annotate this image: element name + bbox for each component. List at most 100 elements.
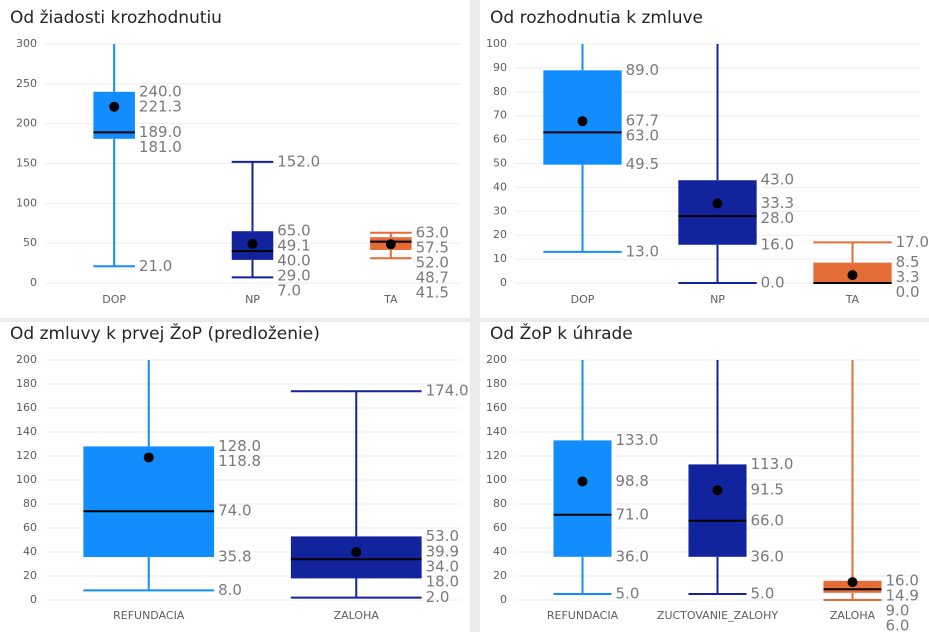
y-tick-label: 100	[16, 196, 37, 209]
value-label: 240.0	[139, 82, 182, 100]
value-label: 18.0	[426, 573, 459, 591]
mean	[247, 238, 258, 249]
value-label: 118.8	[218, 452, 261, 470]
value-label: 8.0	[218, 581, 242, 599]
value-label: 36.0	[751, 547, 784, 565]
box	[83, 446, 215, 558]
y-tick-label: 20	[23, 569, 37, 582]
chart-title: Od zmluvy k prvej ŽoP (predloženie)	[10, 322, 320, 344]
chart: Od ŽoP k úhrade 0 20 40 60 80 100 120 140 160 180 2…	[486, 322, 920, 632]
box	[688, 464, 747, 557]
y-tick-label: 70	[493, 109, 507, 122]
mean	[577, 476, 588, 487]
value-label: 14.9	[886, 586, 919, 604]
y-tick-label: 60	[23, 521, 37, 534]
plot-area	[83, 360, 422, 599]
value-label: 5.0	[751, 585, 775, 603]
y-tick-label: 20	[493, 569, 507, 582]
value-label: 16.0	[886, 571, 919, 589]
y-tick-label: 160	[16, 401, 37, 414]
value-label: 13.0	[626, 242, 659, 260]
x-tick-label: DOP	[102, 293, 126, 306]
x-tick-label: TA	[383, 293, 398, 306]
box	[93, 91, 135, 139]
mean	[847, 270, 858, 281]
value-label: 2.0	[426, 588, 450, 606]
value-label: 89.0	[626, 61, 659, 79]
y-tick-label: 140	[16, 425, 37, 438]
value-label: 36.0	[616, 547, 649, 565]
value-label: 63.0	[626, 127, 659, 145]
value-label: 53.0	[426, 527, 459, 545]
value-label: 152.0	[277, 152, 320, 170]
value-label: 5.0	[616, 585, 640, 603]
value-label: 49.5	[626, 155, 659, 173]
panel	[0, 0, 470, 318]
chart-title: Od žiadosti krozhodnutiu	[10, 8, 222, 28]
y-tick-label: 80	[23, 497, 37, 510]
value-label: 16.0	[761, 235, 794, 253]
value-label: 35.8	[218, 548, 251, 566]
x-tick-label: REFUNDACIA	[113, 609, 185, 622]
y-tick-label: 200	[16, 353, 37, 366]
x-tick-label: ZALOHA	[334, 609, 380, 622]
value-label: 181.0	[139, 138, 182, 156]
value-label: 33.3	[761, 194, 794, 212]
y-tick-label: 80	[493, 85, 507, 98]
value-label: 71.0	[616, 505, 649, 523]
mean	[712, 485, 723, 496]
y-tick-label: 160	[486, 401, 507, 414]
x-tick-label: NP	[710, 293, 725, 306]
panel	[0, 322, 470, 632]
x-tick-label: TA	[845, 293, 860, 306]
y-tick-label: 120	[16, 449, 37, 462]
y-tick-label: 0	[500, 276, 507, 289]
y-tick-label: 50	[493, 157, 507, 170]
chart: Od zmluvy k prvej ŽoP (predloženie) 0 20 40…	[10, 322, 469, 622]
value-label: 221.3	[139, 97, 182, 115]
value-label: 113.0	[751, 455, 794, 473]
value-label: 17.0	[896, 233, 929, 251]
mean	[109, 101, 120, 112]
plot-area	[93, 44, 412, 279]
y-tick-label: 140	[486, 425, 507, 438]
value-label: 9.0	[886, 601, 910, 619]
y-tick-label: 30	[493, 204, 507, 217]
value-label: 0.0	[896, 283, 920, 301]
y-tick-label: 150	[16, 157, 37, 170]
value-label: 49.1	[277, 237, 310, 255]
box	[290, 536, 422, 579]
value-label: 21.0	[139, 257, 172, 275]
value-label: 128.0	[218, 437, 261, 455]
value-label: 66.0	[751, 511, 784, 529]
y-tick-label: 200	[486, 353, 507, 366]
box	[553, 440, 612, 557]
value-label: 28.0	[761, 209, 794, 227]
value-label: 98.8	[616, 472, 649, 490]
value-label: 3.3	[896, 268, 920, 286]
plot-area	[553, 360, 882, 601]
mean	[143, 452, 154, 463]
value-label: 133.0	[616, 431, 659, 449]
y-tick-label: 250	[16, 77, 37, 90]
x-tick-label: DOP	[571, 293, 595, 306]
value-label: 8.5	[896, 253, 920, 271]
mean	[385, 239, 396, 250]
y-tick-label: 60	[493, 133, 507, 146]
chart-title: Od ŽoP k úhrade	[490, 322, 633, 344]
y-tick-label: 100	[486, 473, 507, 486]
value-label: 40.0	[277, 252, 310, 270]
y-tick-label: 300	[16, 37, 37, 50]
value-label: 34.0	[426, 558, 459, 576]
y-tick-label: 120	[486, 449, 507, 462]
y-tick-label: 180	[486, 377, 507, 390]
y-tick-label: 40	[23, 545, 37, 558]
value-label: 67.7	[626, 112, 659, 130]
box	[678, 180, 757, 245]
chart: Od rozhodnutia k zmluve 0 10 20 30 40 50 60 70 80…	[486, 8, 929, 306]
x-tick-label: NP	[245, 293, 260, 306]
value-label: 41.5	[416, 283, 449, 301]
mean	[847, 577, 858, 588]
value-label: 0.0	[761, 274, 785, 292]
